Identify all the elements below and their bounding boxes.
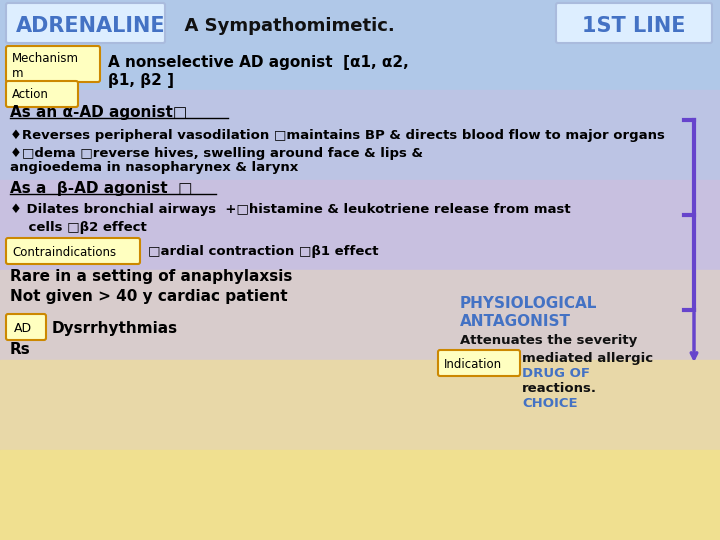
Text: As an α-AD agonist□: As an α-AD agonist□ xyxy=(10,105,187,119)
Text: A nonselective AD agonist  [α1, α2,: A nonselective AD agonist [α1, α2, xyxy=(108,55,409,70)
Text: ANTAGONIST: ANTAGONIST xyxy=(460,314,571,329)
Text: cells □β2 effect: cells □β2 effect xyxy=(10,221,147,234)
Text: DRUG OF: DRUG OF xyxy=(522,367,590,380)
Text: Indication: Indication xyxy=(444,357,502,370)
FancyBboxPatch shape xyxy=(438,350,520,376)
Text: AD: AD xyxy=(14,321,32,334)
Text: PHYSIOLOGICAL: PHYSIOLOGICAL xyxy=(460,296,598,311)
Text: A Sympathomimetic.: A Sympathomimetic. xyxy=(172,17,395,35)
Text: ♦□dema □reverse hives, swelling around face & lips &: ♦□dema □reverse hives, swelling around f… xyxy=(10,146,423,159)
Text: CHOICE: CHOICE xyxy=(522,397,577,410)
Text: 1ST LINE: 1ST LINE xyxy=(582,16,685,36)
FancyBboxPatch shape xyxy=(556,3,712,43)
Text: Rare in a setting of anaphylaxsis: Rare in a setting of anaphylaxsis xyxy=(10,268,292,284)
Text: Rs: Rs xyxy=(10,342,31,357)
Bar xyxy=(0,180,720,270)
Bar xyxy=(0,0,720,90)
Text: Attenuates the severity: Attenuates the severity xyxy=(460,334,637,347)
Text: Not given > 40 y cardiac patient: Not given > 40 y cardiac patient xyxy=(10,288,287,303)
FancyBboxPatch shape xyxy=(6,3,165,43)
Text: mediated allergic: mediated allergic xyxy=(522,352,653,365)
Text: Action: Action xyxy=(12,89,49,102)
Text: angioedema in nasopharynex & larynx: angioedema in nasopharynex & larynx xyxy=(10,161,298,174)
Text: ♦ Dilates bronchial airways  +□histamine & leukotriene release from mast: ♦ Dilates bronchial airways +□histamine … xyxy=(10,204,571,217)
FancyBboxPatch shape xyxy=(6,81,78,107)
Text: β1, β2 ]: β1, β2 ] xyxy=(108,72,174,87)
FancyBboxPatch shape xyxy=(6,238,140,264)
Text: reactions.: reactions. xyxy=(522,382,597,395)
Bar xyxy=(0,360,720,450)
Text: □ardial contraction □β1 effect: □ardial contraction □β1 effect xyxy=(148,246,379,259)
Text: ♦Reverses peripheral vasodilation □maintains BP & directs blood flow to major or: ♦Reverses peripheral vasodilation □maint… xyxy=(10,129,665,141)
Text: Mechanism
m: Mechanism m xyxy=(12,52,79,80)
Bar xyxy=(0,450,720,540)
Text: As a  β-AD agonist  □: As a β-AD agonist □ xyxy=(10,180,192,195)
Text: Dysrrhythmias: Dysrrhythmias xyxy=(52,321,178,335)
Text: ADRENALINE: ADRENALINE xyxy=(16,16,166,36)
FancyBboxPatch shape xyxy=(6,46,100,82)
Bar xyxy=(0,90,720,180)
Bar xyxy=(0,270,720,360)
FancyBboxPatch shape xyxy=(6,314,46,340)
Text: Contraindications: Contraindications xyxy=(12,246,116,259)
